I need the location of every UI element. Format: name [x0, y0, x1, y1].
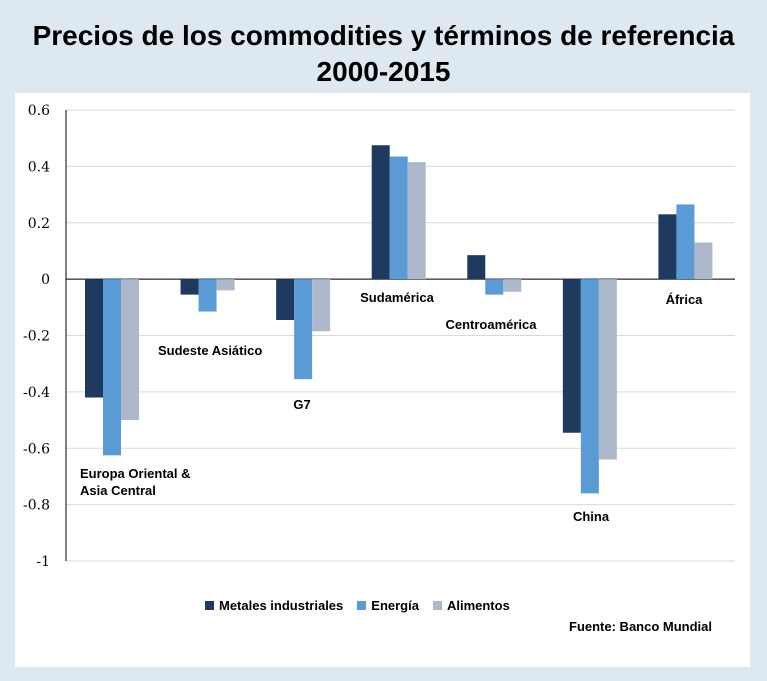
chart-title: Precios de los commodities y términos de…: [0, 18, 767, 90]
bar-chart: 0.6 0.4 0.2 0 -0.2 -0.4 -0.6 -0.8 -1 Europa Orien…: [23, 103, 735, 570]
bar: [198, 279, 217, 312]
legend-swatch: [205, 601, 214, 610]
bar: [658, 214, 677, 280]
legend-label: Energía: [371, 598, 419, 613]
y-tick-label: -0.6: [23, 441, 50, 457]
bar: [389, 156, 408, 280]
bar: [580, 279, 599, 494]
y-tick-label: 0.2: [28, 216, 50, 232]
chart-title-line2: 2000-2015: [316, 56, 451, 87]
bar: [562, 279, 581, 433]
category-label: Centroamérica: [445, 317, 537, 332]
category-label: Europa Oriental &: [80, 466, 191, 481]
category-label: Sudamérica: [360, 290, 434, 305]
bar: [503, 279, 522, 292]
category-label: G7: [293, 397, 310, 412]
bar: [276, 279, 295, 320]
legend-swatch: [357, 601, 367, 610]
y-tick-label: 0.6: [28, 103, 50, 119]
legend-item: Energía: [357, 598, 419, 613]
bar: [598, 279, 617, 460]
bar: [407, 162, 426, 280]
source-note: Fuente: Banco Mundial: [569, 619, 712, 634]
bar: [312, 279, 331, 332]
bar: [485, 279, 504, 295]
legend-item: Metales industriales: [205, 598, 343, 613]
bar: [180, 279, 199, 295]
y-tick-label: -0.4: [23, 385, 50, 401]
bar: [103, 279, 121, 456]
legend: Metales industriales Energía Alimentos: [205, 598, 510, 613]
bar: [694, 242, 713, 280]
y-tick-label: -0.8: [23, 498, 50, 514]
bar: [121, 279, 139, 421]
bar: [294, 279, 313, 380]
bar: [676, 204, 695, 280]
y-tick-label: -1: [36, 554, 50, 570]
category-label: Asia Central: [80, 483, 156, 498]
category-label: Sudeste Asiático: [158, 343, 262, 358]
legend-label: Metales industriales: [219, 598, 344, 613]
bar: [85, 279, 103, 398]
legend-label: Alimentos: [446, 598, 510, 613]
category-label: África: [666, 292, 704, 307]
bar: [467, 255, 486, 280]
chart-title-line1: Precios de los commodities y términos de…: [32, 20, 735, 51]
y-tick-label: -0.2: [23, 329, 50, 345]
y-tick-label: 0: [41, 272, 50, 288]
bar: [216, 279, 235, 291]
bar: [371, 145, 390, 280]
legend-swatch: [432, 601, 442, 610]
y-tick-label: 0.4: [28, 159, 50, 175]
category-label: China: [573, 509, 610, 524]
legend-item: Alimentos: [432, 598, 510, 613]
